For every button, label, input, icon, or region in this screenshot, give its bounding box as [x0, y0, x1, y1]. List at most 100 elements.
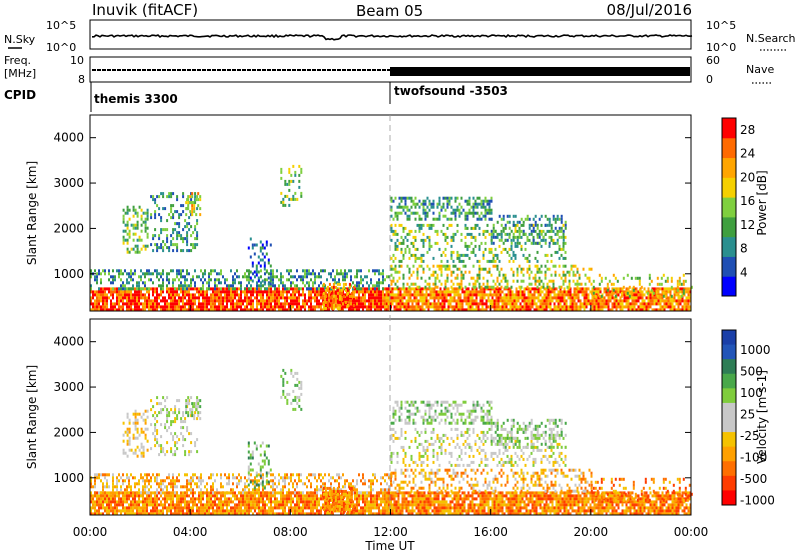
- data-cell: [128, 506, 130, 510]
- data-cell: [144, 211, 147, 215]
- data-cell: [687, 305, 690, 309]
- data-cell: [402, 205, 405, 209]
- data-cell: [536, 250, 539, 254]
- data-cell: [603, 290, 606, 294]
- data-cell: [673, 299, 676, 303]
- data-cell: [420, 259, 423, 263]
- data-cell: [130, 278, 132, 282]
- data-cell: [479, 308, 482, 312]
- data-cell: [116, 494, 118, 498]
- data-cell: [528, 282, 531, 286]
- data-cell: [401, 302, 404, 306]
- data-cell: [639, 305, 642, 309]
- data-cell: [170, 287, 172, 291]
- data-cell: [148, 299, 150, 303]
- data-cell: [568, 285, 571, 289]
- power-data-cells: [90, 164, 693, 312]
- data-cell: [396, 232, 399, 236]
- data-cell: [154, 497, 156, 501]
- data-cell: [198, 512, 200, 516]
- data-cell: [136, 223, 139, 227]
- data-cell: [653, 302, 656, 306]
- data-cell: [298, 308, 300, 312]
- data-cell: [140, 494, 142, 498]
- data-cell: [180, 287, 182, 291]
- data-cell: [136, 506, 138, 510]
- data-cell: [468, 282, 471, 286]
- data-cell: [460, 279, 463, 283]
- data-cell: [150, 308, 152, 312]
- data-cell: [280, 497, 282, 501]
- data-cell: [560, 226, 563, 230]
- data-cell: [495, 299, 498, 303]
- data-cell: [520, 267, 523, 271]
- data-cell: [334, 291, 337, 295]
- data-cell: [310, 308, 312, 312]
- data-cell: [134, 497, 136, 501]
- data-cell: [492, 264, 495, 268]
- data-cell: [346, 288, 349, 292]
- data-cell: [536, 223, 539, 227]
- data-cell: [246, 500, 248, 504]
- data-cell: [126, 308, 128, 312]
- data-cell: [458, 267, 461, 271]
- data-cell: [336, 272, 338, 276]
- data-cell: [394, 229, 397, 233]
- data-cell: [536, 235, 539, 239]
- data-cell: [189, 210, 192, 214]
- data-cell: [370, 290, 372, 294]
- data-cell: [282, 506, 284, 510]
- data-cell: [533, 296, 536, 300]
- data-cell: [308, 503, 310, 507]
- data-cell: [196, 290, 198, 294]
- data-cell: [594, 294, 597, 298]
- data-cell: [184, 284, 186, 288]
- data-cell: [500, 217, 503, 221]
- data-cell: [232, 305, 234, 309]
- data-cell: [358, 503, 360, 507]
- data-cell: [96, 308, 98, 312]
- data-cell: [474, 199, 477, 203]
- data-cell: [294, 296, 296, 300]
- data-cell: [458, 208, 461, 212]
- data-cell: [144, 500, 146, 504]
- data-cell: [190, 500, 192, 504]
- data-cell: [190, 278, 192, 282]
- data-cell: [577, 290, 580, 294]
- data-cell: [447, 287, 450, 291]
- data-cell: [434, 285, 437, 289]
- data-cell: [104, 302, 106, 306]
- data-cell: [212, 494, 214, 498]
- data-cell: [186, 512, 188, 516]
- data-cell: [250, 293, 252, 297]
- data-cell: [196, 231, 199, 235]
- data-cell: [653, 299, 656, 303]
- data-cell: [432, 211, 435, 215]
- data-cell: [374, 284, 376, 288]
- data-cell: [424, 199, 427, 203]
- data-cell: [294, 503, 296, 507]
- data-cell: [338, 294, 341, 298]
- data-cell: [430, 205, 433, 209]
- data-cell: [300, 506, 302, 510]
- data-cell: [112, 278, 114, 282]
- data-cell: [340, 512, 342, 516]
- data-cell: [312, 512, 314, 516]
- data-cell: [480, 217, 483, 221]
- data-cell: [521, 290, 524, 294]
- data-cell: [388, 275, 390, 279]
- data-cell: [326, 278, 328, 282]
- data-cell: [234, 302, 236, 306]
- data-cell: [186, 503, 188, 507]
- data-cell: [584, 282, 587, 286]
- data-cell: [448, 196, 451, 200]
- data-cell: [288, 167, 291, 171]
- data-cell: [150, 500, 152, 504]
- data-cell: [144, 247, 147, 251]
- data-cell: [308, 308, 310, 312]
- data-cell: [266, 512, 268, 516]
- data-cell: [481, 296, 484, 300]
- data-cell: [461, 308, 464, 312]
- data-cell: [236, 497, 238, 501]
- data-cell: [108, 500, 110, 504]
